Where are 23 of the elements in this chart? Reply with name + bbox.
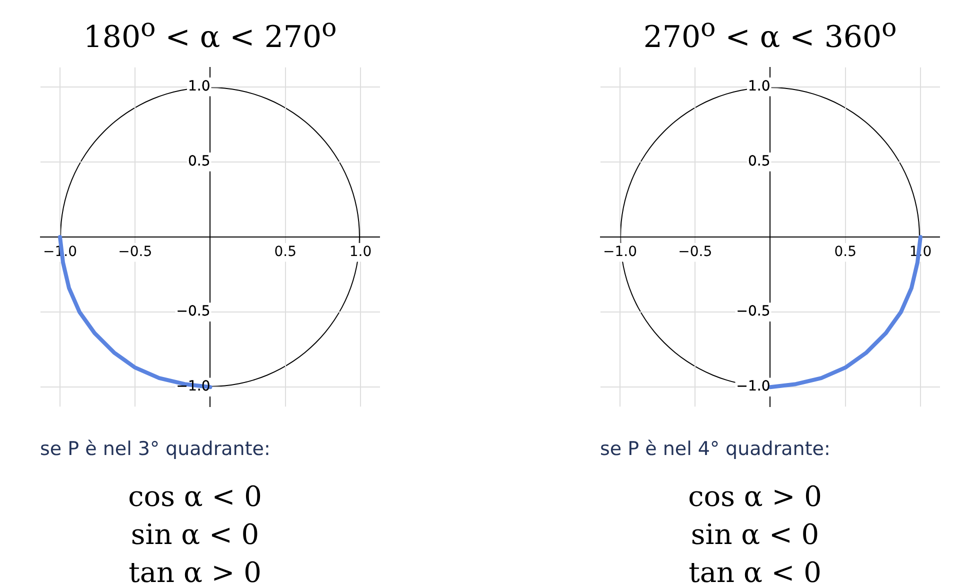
text: se P è nel 4° quadrante: bbox=[600, 438, 832, 460]
y-tick-label: 1.0 bbox=[748, 78, 770, 95]
x-tick-label: 0.5 bbox=[834, 244, 856, 260]
x-tick-label: 1.0 bbox=[349, 244, 372, 260]
x-tick-label: −0.5 bbox=[118, 244, 152, 260]
text: se P è nel 3° quadrante: bbox=[40, 438, 272, 460]
y-tick-label: −0.5 bbox=[736, 304, 770, 320]
y-tick-label: −0.5 bbox=[176, 304, 210, 320]
y-tick-label: 0.5 bbox=[748, 154, 770, 170]
text: sin α < 0 bbox=[690, 517, 820, 553]
x-tick-label: −1.0 bbox=[603, 244, 637, 260]
y-tick-label: 0.5 bbox=[188, 154, 210, 170]
y-tick-label: −1.0 bbox=[736, 378, 770, 395]
chart-title: 180$^{o}$ < α < 270$^{o}$ bbox=[82, 12, 338, 56]
text: tan α < 0 bbox=[688, 555, 822, 584]
text: cos α > 0 bbox=[687, 479, 823, 515]
x-tick-label: 0.5 bbox=[274, 244, 296, 260]
text: tan α > 0 bbox=[128, 555, 262, 584]
chart-title: 270$^{o}$ < α < 360$^{o}$ bbox=[642, 12, 898, 56]
y-tick-label: 1.0 bbox=[188, 78, 210, 95]
x-tick-label: −0.5 bbox=[678, 244, 712, 260]
text: sin α < 0 bbox=[130, 517, 260, 553]
text: cos α < 0 bbox=[127, 479, 263, 515]
